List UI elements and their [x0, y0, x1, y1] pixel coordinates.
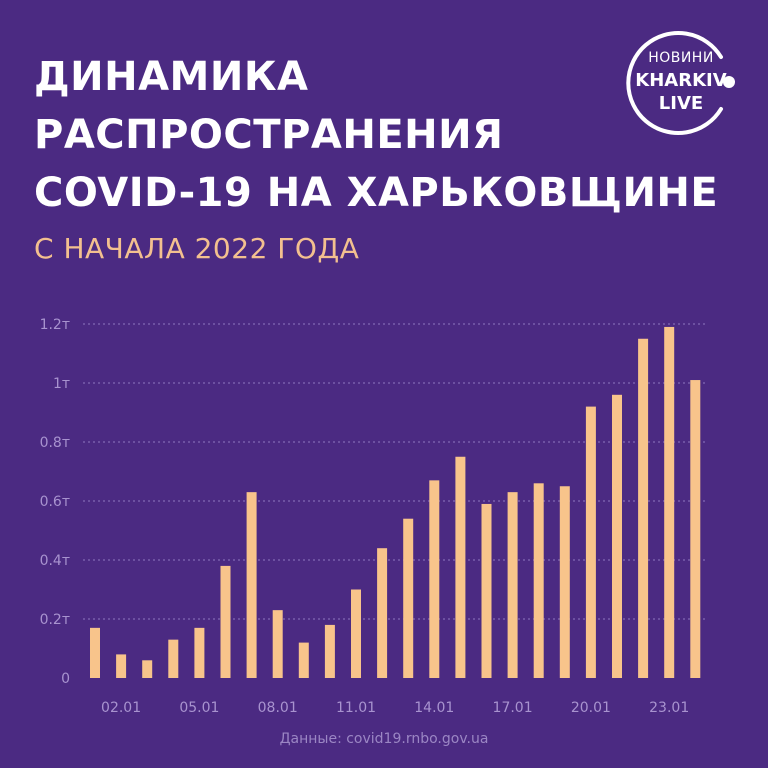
bar	[351, 589, 361, 678]
x-tick-label: 08.01	[258, 700, 298, 716]
y-tick-label: 0	[61, 671, 70, 687]
bar	[664, 326, 675, 678]
bar	[246, 492, 257, 678]
bar	[324, 624, 335, 678]
bar	[507, 492, 518, 678]
bar	[481, 503, 492, 678]
title-line-2: РАСПРОСТРАНЕНИЯ	[34, 112, 504, 158]
bar	[116, 654, 127, 678]
logo-line-2: KHARKIV	[635, 70, 727, 91]
page-title: ДИНАМИКА РАСПРОСТРАНЕНИЯ COVID-19 НА ХАР…	[34, 48, 719, 222]
bar	[90, 627, 100, 678]
bar	[585, 406, 596, 678]
y-tick-label: 0.6т	[40, 494, 70, 510]
bar	[272, 610, 283, 678]
x-tick-label: 02.01	[101, 700, 141, 716]
x-tick-label: 14.01	[414, 700, 454, 716]
x-tick-label: 17.01	[493, 700, 533, 716]
bar	[298, 642, 309, 678]
x-tick-label: 11.01	[336, 700, 376, 716]
logo-line-1: НОВИНИ	[648, 50, 714, 66]
bar	[455, 456, 466, 678]
y-tick-label: 0.2т	[40, 612, 70, 628]
bar	[533, 483, 544, 678]
bar	[612, 394, 622, 678]
x-tick-label: 05.01	[179, 700, 219, 716]
x-tick-label: 23.01	[649, 700, 689, 716]
bar	[429, 480, 440, 678]
x-axis-ticks: 02.01 05.01 08.01 11.01 14.01 17.01 20.01 23.01	[101, 700, 689, 716]
data-source: Данные: covid19.rnbo.gov.ua	[279, 731, 489, 747]
bar	[168, 639, 179, 678]
y-tick-label: 1т	[53, 376, 70, 392]
title-line-1: ДИНАМИКА	[34, 54, 309, 100]
bar	[559, 486, 570, 678]
bar	[220, 565, 231, 678]
bar	[403, 518, 414, 678]
bar	[377, 548, 388, 678]
y-tick-label: 0.8т	[40, 435, 70, 451]
x-tick-label: 20.01	[571, 700, 611, 716]
logo-ring-icon	[626, 31, 735, 135]
y-tick-label: 1.2т	[40, 317, 70, 333]
kharkiv-live-logo: НОВИНИ KHARKIV LIVE	[625, 27, 737, 139]
logo-dot-icon	[723, 76, 735, 88]
y-axis-ticks: 0 0.2т 0.4т 0.6т 0.8т 1т 1.2т	[40, 317, 70, 687]
bar	[194, 627, 205, 678]
bars	[90, 326, 701, 678]
logo-line-3: LIVE	[658, 93, 704, 114]
bar	[638, 338, 649, 678]
y-tick-label: 0.4т	[40, 553, 70, 569]
grid-layer	[83, 323, 708, 620]
subtitle: С НАЧАЛА 2022 ГОДА	[34, 232, 360, 265]
bar	[142, 660, 153, 678]
title-line-3: COVID-19 НА ХАРЬКОВЩИНЕ	[34, 170, 719, 216]
bar	[690, 380, 701, 678]
